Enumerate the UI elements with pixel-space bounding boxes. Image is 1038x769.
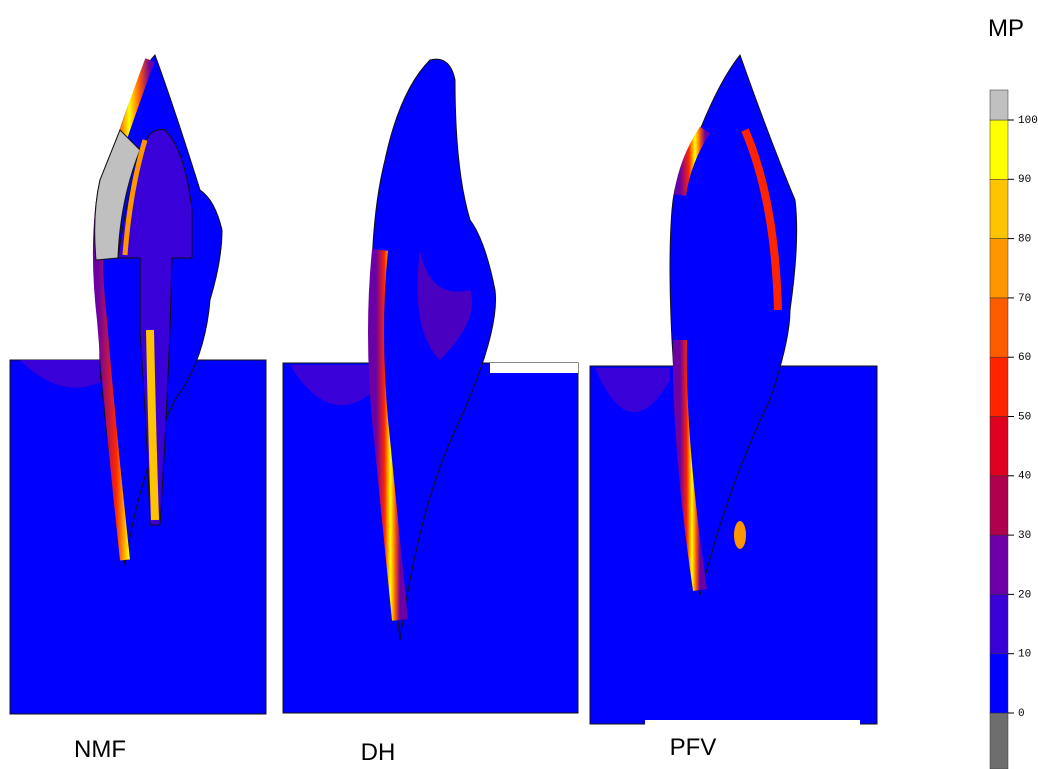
gap xyxy=(490,363,578,373)
colorbar-tick-label: 40 xyxy=(1018,471,1031,483)
stress-region xyxy=(290,365,375,406)
panel-pfv xyxy=(589,53,878,726)
colorbar-tick-label: 50 xyxy=(1018,411,1031,423)
colorbar-band xyxy=(989,89,1009,121)
colorbar-band xyxy=(989,712,1009,769)
panel-label: DH xyxy=(361,739,396,766)
colorbar-tick-label: 20 xyxy=(1018,589,1031,601)
colorbar-tick-label: 60 xyxy=(1018,352,1031,364)
panel-label: NMF xyxy=(74,736,126,763)
stress-band xyxy=(92,58,155,561)
colorbar-tick-label: 30 xyxy=(1018,530,1031,542)
panel-nmf xyxy=(9,54,267,715)
stress-band xyxy=(368,249,408,621)
colorbar-tick-label: 10 xyxy=(1018,649,1031,661)
stress-band xyxy=(146,329,159,521)
colorbar-band xyxy=(989,238,1009,299)
stress-band xyxy=(122,139,148,256)
colorbar-band xyxy=(989,475,1009,536)
colorbar-tick-label: 0 xyxy=(1018,708,1025,720)
colorbar-band xyxy=(989,356,1009,417)
stress-band xyxy=(674,126,711,196)
colorbar-band xyxy=(989,416,1009,477)
colorbar-band xyxy=(989,297,1009,358)
colorbar-tick-label: 70 xyxy=(1018,293,1031,305)
colorbar-band xyxy=(989,119,1009,180)
panel-dh xyxy=(282,58,579,714)
stress-region xyxy=(417,250,472,360)
panel-label: PFV xyxy=(670,734,717,761)
colorbar-band xyxy=(989,179,1009,239)
stress-region xyxy=(20,360,120,388)
stress-spot xyxy=(734,521,746,549)
colorbar-title: MP xyxy=(988,15,1024,42)
colorbar-tick-label: 100 xyxy=(1018,115,1038,127)
gap xyxy=(645,720,860,726)
colorbar-band xyxy=(989,653,1009,714)
colorbar-band xyxy=(989,534,1009,595)
stress-band xyxy=(672,339,707,592)
colorbar-tick-label: 80 xyxy=(1018,234,1031,246)
stress-region xyxy=(595,368,670,413)
stress-band xyxy=(741,128,782,311)
colorbar-tick-label: 90 xyxy=(1018,174,1031,186)
colorbar-band xyxy=(989,594,1009,654)
